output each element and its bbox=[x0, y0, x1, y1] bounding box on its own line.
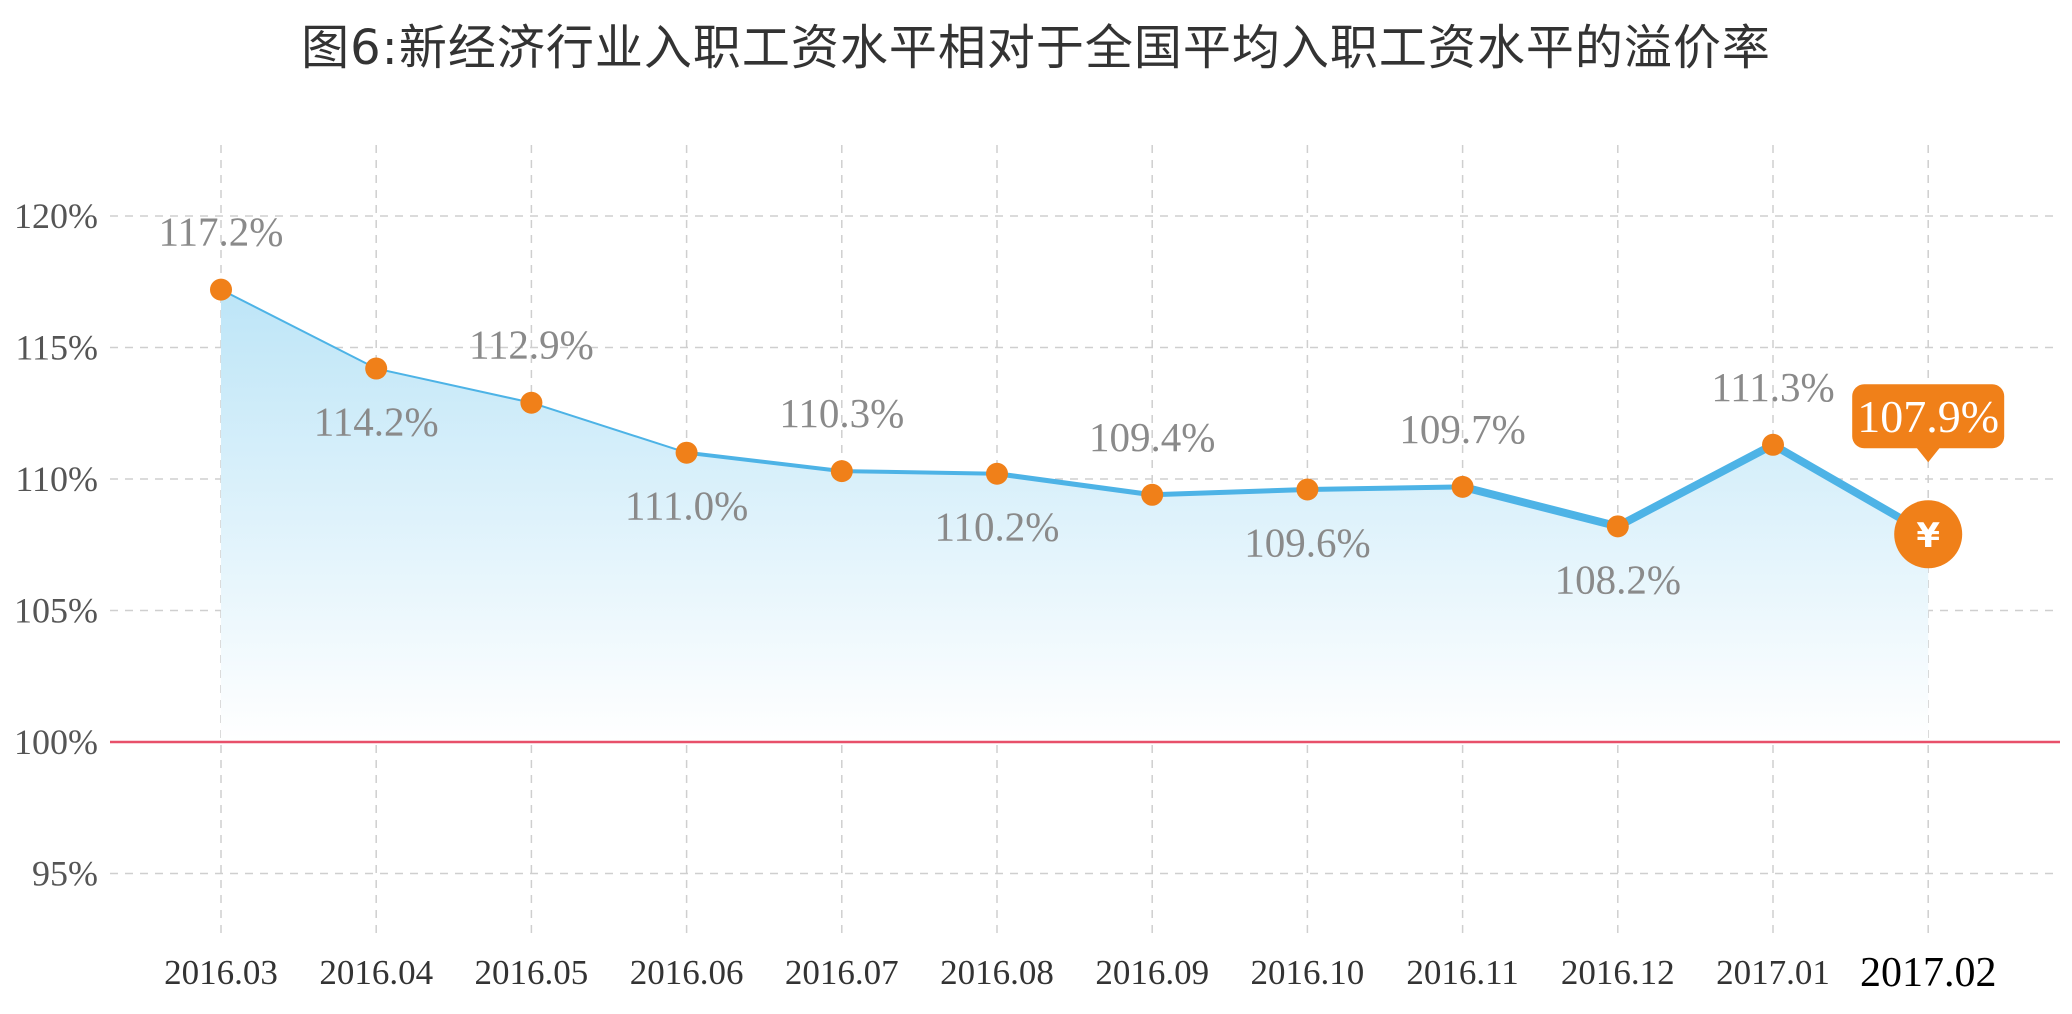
data-label: 117.2% bbox=[159, 209, 284, 255]
series-segment bbox=[994, 471, 1155, 498]
series-segment bbox=[220, 288, 378, 370]
x-tick-label: 2016.08 bbox=[940, 953, 1054, 992]
x-tick-label: 2017.02 bbox=[1860, 950, 1997, 996]
data-point bbox=[1141, 483, 1164, 506]
x-tick-label: 2016.07 bbox=[785, 953, 899, 992]
data-label: 109.6% bbox=[1244, 520, 1370, 566]
x-tick-label: 2016.10 bbox=[1251, 953, 1365, 992]
callout-label: 107.9% bbox=[1857, 391, 1999, 442]
data-point bbox=[830, 460, 853, 483]
series-segment bbox=[839, 469, 999, 476]
data-labels: 117.2% 114.2% 112.9% 111.0% 110.3% 110.2% 109.… bbox=[159, 209, 1835, 603]
callout-bubble bbox=[1852, 384, 2005, 449]
series-segment bbox=[1613, 440, 1777, 531]
data-points bbox=[210, 278, 1784, 538]
data-point bbox=[210, 278, 232, 301]
data-point bbox=[1451, 475, 1474, 498]
series-segment bbox=[1304, 484, 1466, 493]
callout-pointer bbox=[1916, 447, 1941, 463]
data-label: 110.3% bbox=[779, 390, 904, 436]
series-segment bbox=[1149, 487, 1310, 498]
series-segment bbox=[375, 367, 533, 404]
x-tick-label: 2017.01 bbox=[1716, 953, 1830, 992]
highlight: ¥107.9% bbox=[1852, 384, 2005, 569]
data-point bbox=[520, 391, 543, 414]
area-fill bbox=[221, 289, 1929, 742]
y-tick-label: 100% bbox=[14, 722, 98, 762]
data-label: 112.9% bbox=[469, 322, 594, 368]
series-segment bbox=[530, 401, 688, 454]
data-label: 109.7% bbox=[1399, 406, 1525, 452]
y-tick-label: 110% bbox=[15, 459, 98, 499]
y-tick-label: 120% bbox=[14, 196, 98, 236]
x-tick-label: 2016.03 bbox=[164, 953, 278, 992]
y-tick-label: 95% bbox=[32, 854, 98, 894]
y-tick-label: 105% bbox=[14, 591, 98, 631]
data-label: 114.2% bbox=[314, 399, 439, 445]
area-fill-shape bbox=[221, 289, 1929, 742]
data-label: 111.3% bbox=[1711, 364, 1834, 410]
yen-coin-icon bbox=[1894, 500, 1963, 569]
x-tick-label: 2016.05 bbox=[475, 953, 589, 992]
y-tick-label: 115% bbox=[15, 328, 98, 368]
x-tick-label: 2016.12 bbox=[1561, 953, 1675, 992]
x-tick-label: 2016.04 bbox=[319, 953, 433, 992]
x-tick-label: 2016.11 bbox=[1406, 953, 1518, 992]
data-point bbox=[1296, 478, 1319, 501]
data-label: 110.2% bbox=[935, 504, 1060, 550]
x-tick-label: 2016.09 bbox=[1095, 953, 1209, 992]
data-label: 111.0% bbox=[625, 483, 748, 529]
yen-glyph: ¥ bbox=[1916, 516, 1940, 556]
chart-title: 图6:新经济行业入职工资水平相对于全国平均入职工资水平的溢价率 bbox=[301, 20, 1771, 76]
series-segment bbox=[684, 450, 844, 474]
data-point bbox=[986, 462, 1008, 485]
data-point bbox=[365, 357, 388, 380]
data-point bbox=[1606, 515, 1629, 538]
data-point bbox=[675, 441, 698, 464]
data-label: 109.4% bbox=[1089, 414, 1215, 460]
data-point bbox=[1762, 433, 1784, 456]
x-tick-label: 2016.06 bbox=[630, 953, 744, 992]
data-label: 108.2% bbox=[1555, 556, 1681, 602]
series-segment bbox=[1458, 482, 1622, 531]
axes: 95% 100% 105% 110% 115% 120% 2016.03 2016.04 201… bbox=[14, 196, 1996, 996]
